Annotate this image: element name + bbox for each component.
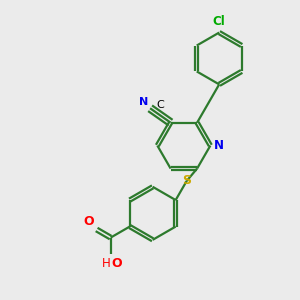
Text: C: C <box>156 100 164 110</box>
Text: N: N <box>214 139 224 152</box>
Text: O: O <box>84 215 94 228</box>
Text: Cl: Cl <box>213 15 226 28</box>
Text: O: O <box>111 257 122 270</box>
Text: N: N <box>140 97 148 107</box>
Text: H: H <box>102 257 111 270</box>
Text: S: S <box>182 174 191 188</box>
